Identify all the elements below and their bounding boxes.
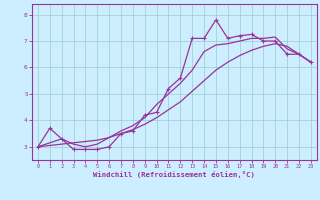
X-axis label: Windchill (Refroidissement éolien,°C): Windchill (Refroidissement éolien,°C) bbox=[93, 171, 255, 178]
